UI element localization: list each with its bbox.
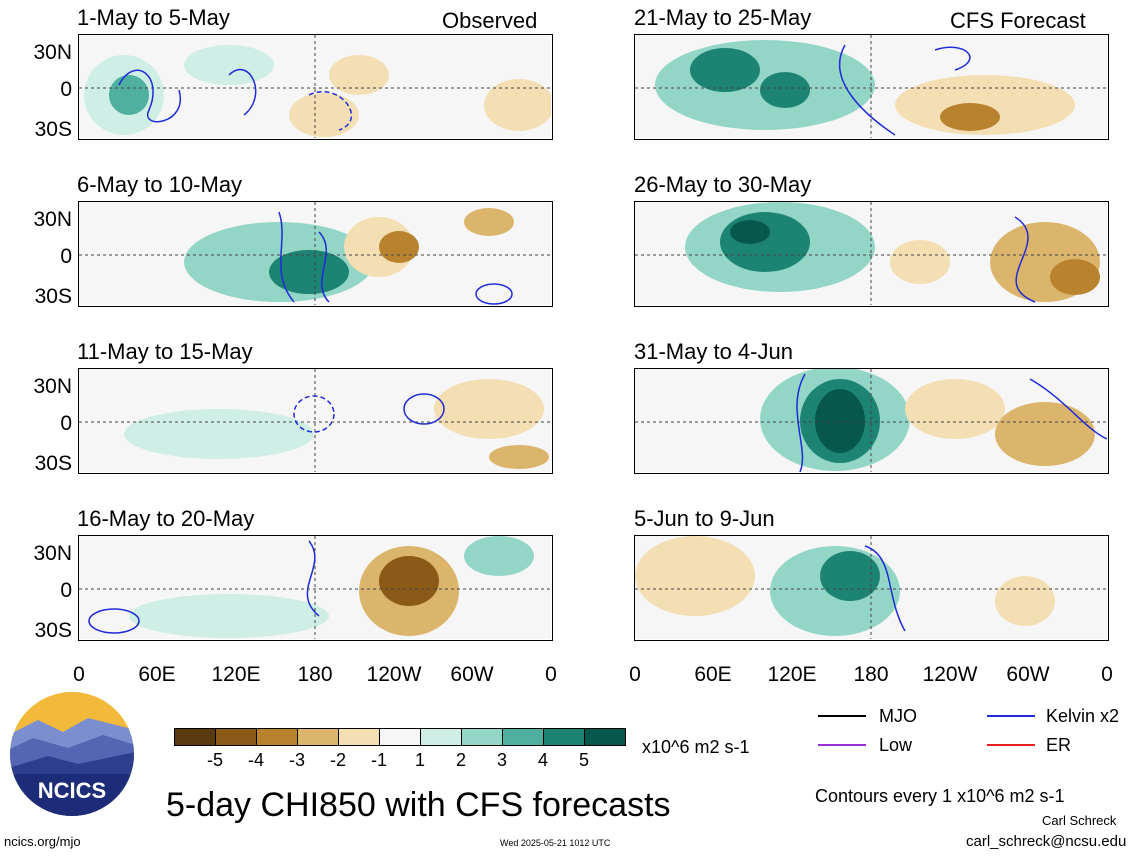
lat-label: 30S [34, 452, 72, 475]
colorbar-swatch [503, 729, 544, 745]
map-panel [78, 535, 553, 641]
panel-title: 5-Jun to 9-Jun [634, 506, 775, 531]
legend-label: Kelvin x2 [1046, 706, 1120, 726]
colorbar-swatch [216, 729, 257, 745]
colorbar-tick: 4 [537, 750, 549, 770]
panel-title: 16-May to 20-May [77, 506, 255, 531]
map-panel [634, 201, 1109, 307]
contour-note: Contours every 1 x10^6 m2 s-1 [815, 786, 1065, 806]
anomaly-field [635, 536, 1107, 639]
map-panel [634, 367, 1109, 474]
colorbar-swatch [421, 729, 462, 745]
lon-label: 180 [297, 663, 333, 686]
anomaly-field [79, 202, 551, 305]
lat-label: 0 [60, 412, 72, 435]
lat-label: 30N [33, 542, 72, 565]
email: carl_schreck@ncsu.edu [966, 833, 1127, 850]
lat-label: 30N [33, 375, 72, 398]
map-panel [78, 368, 553, 474]
lon-label: 60E [138, 663, 176, 686]
legend-line-mjo [818, 715, 866, 717]
colorbar-swatch [339, 729, 380, 745]
map-panel [78, 201, 553, 307]
legend-line-low [818, 744, 866, 746]
lon-label: 180 [853, 663, 889, 686]
panel-tag-forecast: CFS Forecast [950, 8, 1086, 33]
legend-line-kelvin [987, 715, 1035, 717]
colorbar-tick: 2 [455, 750, 467, 770]
colorbar-tick: 1 [414, 750, 426, 770]
colorbar-tick: -3 [288, 750, 306, 770]
anomaly-field [635, 202, 1107, 305]
colorbar-swatch [380, 729, 421, 745]
anomaly-field [635, 35, 1107, 138]
lon-label: 120W [922, 663, 978, 686]
main-title: 5-day CHI850 with CFS forecasts [166, 786, 671, 824]
colorbar-tick: -5 [206, 750, 224, 770]
panel-title: 26-May to 30-May [634, 172, 812, 197]
colorbar-tick: -1 [370, 750, 388, 770]
map-panel [78, 34, 554, 140]
lat-label: 30N [33, 41, 72, 64]
colorbar-swatch [462, 729, 503, 745]
colorbar-swatch [298, 729, 339, 745]
ncics-logo: NCICS [8, 690, 136, 818]
lat-label: 30S [34, 619, 72, 642]
map-panel [634, 34, 1109, 140]
lat-label: 30S [34, 118, 72, 141]
colorbar [174, 728, 626, 746]
colorbar-tick: -2 [329, 750, 347, 770]
lon-label: 0 [73, 663, 85, 686]
anomaly-field [79, 536, 551, 639]
author: Carl Schreck [1042, 813, 1117, 828]
lon-label: 120E [767, 663, 817, 686]
anomaly-field [79, 35, 554, 138]
colorbar-swatch [175, 729, 216, 745]
website-link[interactable]: ncics.org/mjo [4, 834, 81, 849]
panel-title: 6-May to 10-May [77, 172, 243, 197]
legend-label: MJO [879, 706, 917, 726]
anomaly-field [635, 367, 1108, 473]
anomaly-field [79, 369, 551, 472]
panel-title: 21-May to 25-May [634, 5, 812, 30]
lat-label: 30N [33, 208, 72, 231]
lat-label: 0 [60, 245, 72, 268]
lon-label: 60W [450, 663, 494, 686]
panel-tag-observed: Observed [442, 8, 538, 33]
svg-text:NCICS: NCICS [38, 778, 106, 803]
lon-label: 60E [694, 663, 732, 686]
lon-label: 0 [629, 663, 641, 686]
colorbar-swatch [257, 729, 298, 745]
colorbar-swatch [544, 729, 585, 745]
colorbar-units: x10^6 m2 s-1 [642, 737, 750, 757]
lon-label: 120E [211, 663, 261, 686]
legend-line-er [987, 744, 1035, 746]
colorbar-tick: -4 [247, 750, 265, 770]
colorbar-tick: 5 [578, 750, 590, 770]
lon-label: 60W [1006, 663, 1050, 686]
timestamp: Wed 2025-05-21 1012 UTC [500, 838, 611, 848]
legend-label: ER [1046, 735, 1072, 755]
lat-label: 30S [34, 285, 72, 308]
lon-label: 0 [1101, 663, 1113, 686]
map-panel [634, 535, 1109, 641]
legend-label: Low [879, 735, 913, 755]
panel-title: 11-May to 15-May [77, 339, 253, 364]
lat-label: 0 [60, 579, 72, 602]
lat-label: 0 [60, 78, 72, 101]
panel-title: 1-May to 5-May [77, 5, 230, 30]
colorbar-tick: 3 [496, 750, 508, 770]
panel-title: 31-May to 4-Jun [634, 339, 793, 364]
lon-label: 120W [366, 663, 422, 686]
lon-label: 0 [545, 663, 557, 686]
colorbar-swatch [585, 729, 625, 745]
